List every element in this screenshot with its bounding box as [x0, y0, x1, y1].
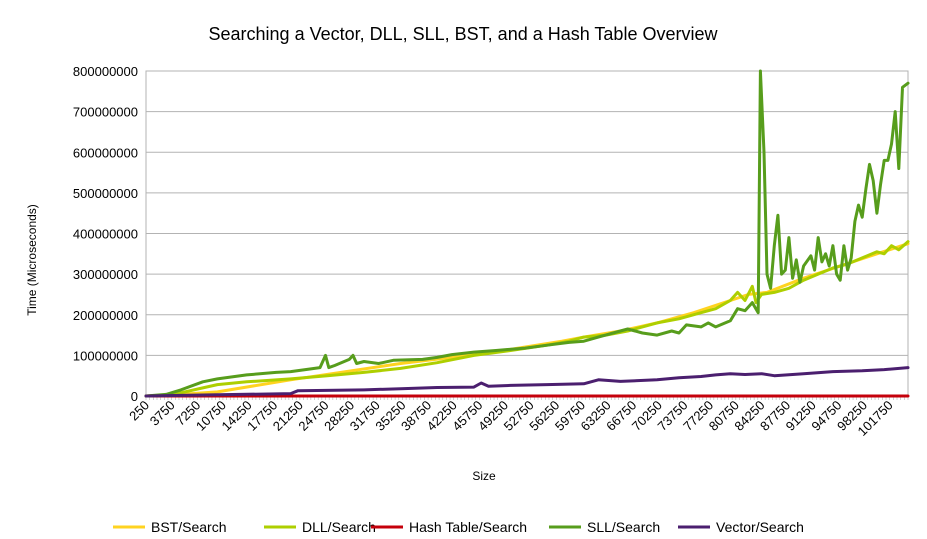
y-tick-label: 0 [131, 389, 138, 404]
y-tick-label: 300000000 [73, 267, 138, 282]
legend: BST/Search DLL/Search Hash Table/Search SLL… [113, 519, 804, 535]
series-lines [144, 69, 910, 398]
series-line-sll-search [144, 69, 910, 398]
x-tick-label: 3750 [147, 398, 178, 429]
y-tick-label: 700000000 [73, 105, 138, 120]
series-line-dll-search [144, 240, 910, 398]
legend-label: DLL/Search [302, 519, 376, 535]
y-tick-label: 600000000 [73, 145, 138, 160]
legend-label: SLL/Search [587, 519, 660, 535]
x-axis-ticks: 2503750725010750142501775021250247502825… [126, 396, 909, 439]
y-tick-label: 500000000 [73, 186, 138, 201]
y-tick-label: 200000000 [73, 308, 138, 323]
y-axis-title: Time (Microseconds) [25, 204, 39, 316]
series-line-vector-search [144, 366, 910, 398]
x-axis-title: Size [472, 469, 496, 483]
y-tick-label: 400000000 [73, 227, 138, 242]
y-axis-ticks: 0 100000000 200000000 300000000 400000000 500… [73, 64, 138, 404]
chart-title: Searching a Vector, DLL, SLL, BST, and a… [209, 24, 719, 44]
legend-label: BST/Search [151, 519, 226, 535]
legend-label: Hash Table/Search [409, 519, 527, 535]
y-tick-label: 800000000 [73, 64, 138, 79]
legend-label: Vector/Search [716, 519, 804, 535]
y-tick-label: 100000000 [73, 348, 138, 363]
